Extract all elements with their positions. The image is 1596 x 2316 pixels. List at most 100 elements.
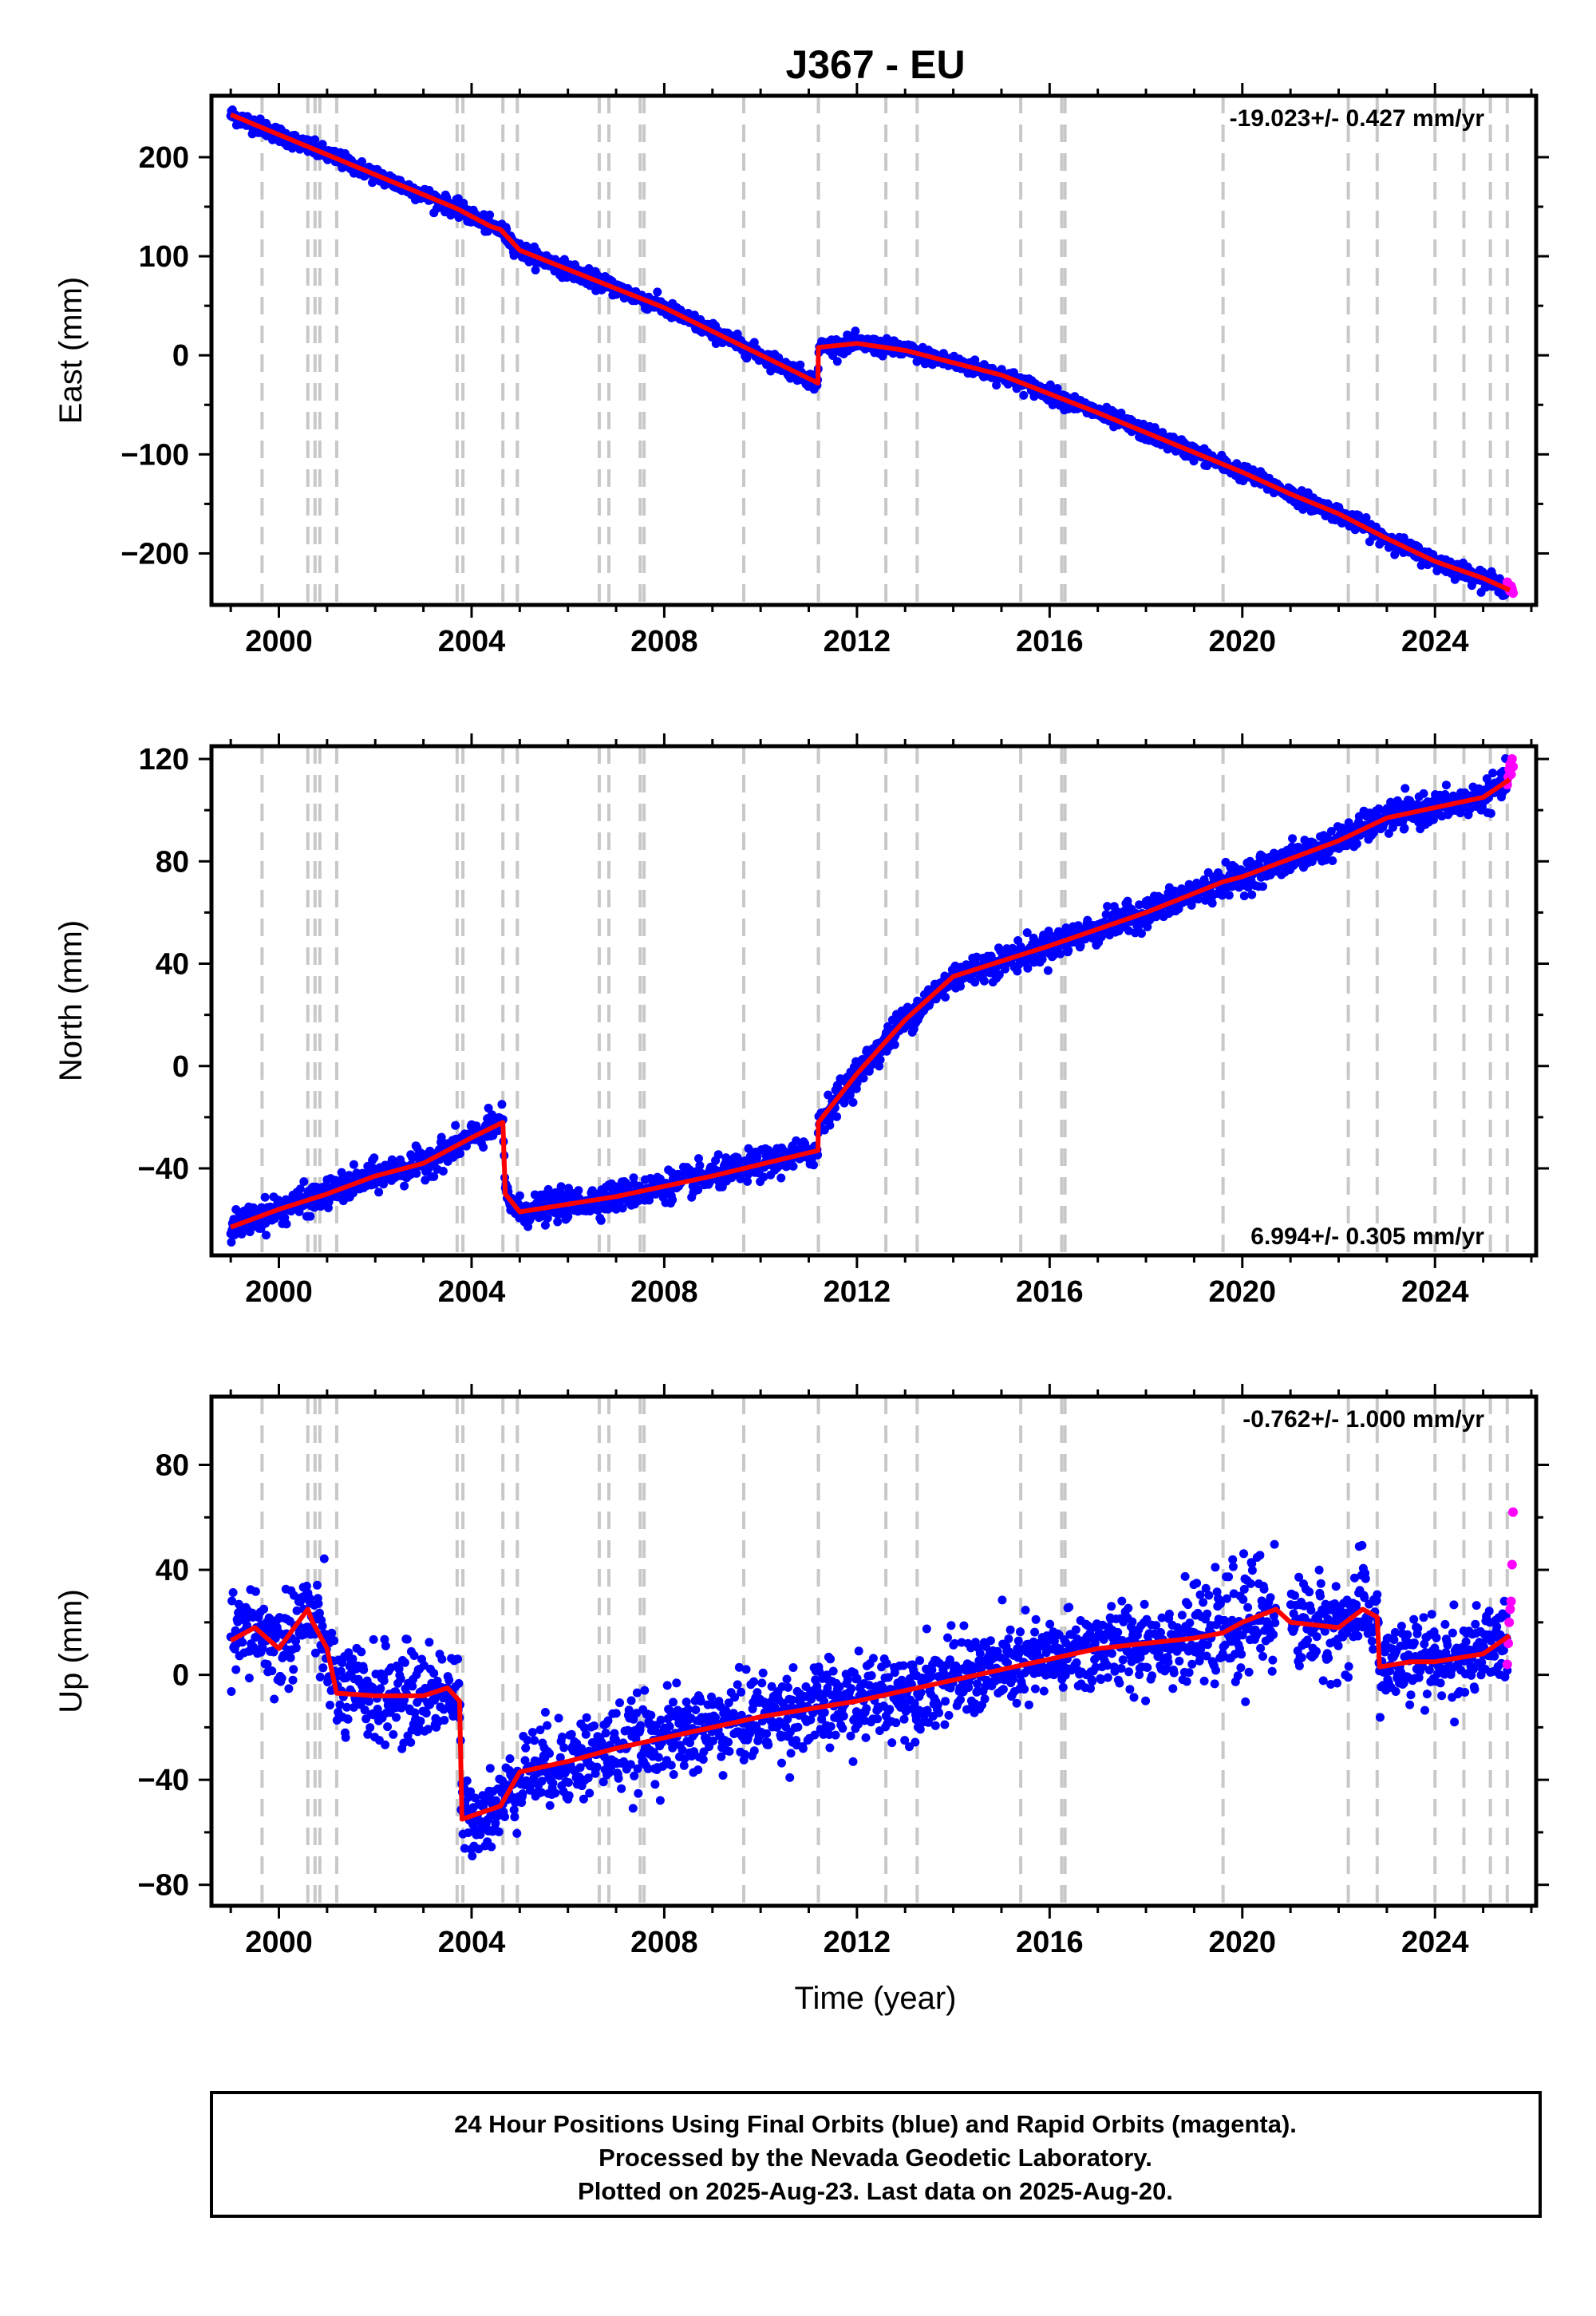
data-point xyxy=(1400,784,1410,793)
event-lines xyxy=(260,746,1509,1255)
panel-north: 2000 2004 2008 2012 2016 2020 2024−4004080120N… xyxy=(53,733,1549,1309)
data-point xyxy=(244,1674,254,1683)
data-point xyxy=(515,1191,524,1200)
y-axis-label: East (mm) xyxy=(53,277,89,424)
data-point xyxy=(556,1182,566,1192)
data-point xyxy=(251,1587,260,1596)
data-point xyxy=(1400,824,1409,833)
data-point xyxy=(1043,966,1053,975)
rapid-point xyxy=(1508,588,1519,599)
data-point xyxy=(238,1638,247,1647)
data-point xyxy=(743,1176,753,1186)
data-point xyxy=(749,338,759,347)
data-point xyxy=(260,1192,270,1202)
final-orbit-points xyxy=(226,1539,1512,1861)
data-point xyxy=(228,1588,238,1597)
data-point xyxy=(227,1687,236,1696)
data-point xyxy=(859,1073,868,1083)
data-point xyxy=(360,1705,369,1715)
x-tick-label: 2016 xyxy=(1016,1275,1084,1309)
data-point xyxy=(374,1188,384,1197)
panel-up: 2000 2004 2008 2012 2016 2020 2024−80−4004080U… xyxy=(53,1384,1549,1959)
y-tick-label: −40 xyxy=(138,1152,189,1186)
plot-frame xyxy=(209,93,1539,607)
data-point xyxy=(776,1173,786,1183)
data-point xyxy=(796,360,805,370)
data-point xyxy=(421,1176,430,1185)
data-point xyxy=(437,1132,446,1142)
data-point xyxy=(668,1196,678,1204)
y-tick-label: −100 xyxy=(120,438,189,472)
data-point xyxy=(563,1211,573,1221)
data-point xyxy=(1352,839,1361,848)
rate-label: 6.994+/- 0.305 mm/yr xyxy=(1250,1223,1484,1250)
data-point xyxy=(326,1701,334,1709)
data-point xyxy=(289,1665,298,1674)
data-point xyxy=(451,1120,460,1130)
trend-line xyxy=(229,112,1511,593)
x-ticks xyxy=(229,733,1533,1268)
data-point xyxy=(319,1554,329,1563)
data-point xyxy=(543,1213,552,1223)
y-tick-label: −200 xyxy=(120,537,189,571)
rapid-point xyxy=(1506,769,1516,780)
x-tick-label: 2004 xyxy=(438,1275,506,1309)
data-point xyxy=(851,326,860,336)
data-point xyxy=(363,1729,373,1739)
data-point xyxy=(412,1168,421,1178)
data-point xyxy=(1441,781,1451,790)
data-point xyxy=(956,982,965,991)
data-point xyxy=(596,1215,606,1225)
data-point xyxy=(243,1621,251,1630)
data-point xyxy=(1419,788,1428,798)
y-tick-label: 80 xyxy=(156,845,189,879)
data-point xyxy=(1344,818,1353,828)
x-tick-label: 2000 xyxy=(245,1275,313,1309)
data-point xyxy=(341,1733,350,1742)
data-point xyxy=(286,1653,295,1662)
data-point xyxy=(392,1713,401,1722)
data-point xyxy=(540,1220,550,1230)
data-point xyxy=(890,1040,899,1049)
data-point xyxy=(941,993,950,1002)
x-tick-label: 2004 xyxy=(438,625,506,658)
data-point xyxy=(291,1643,301,1653)
y-axis-label: North (mm) xyxy=(53,920,89,1081)
data-point xyxy=(1478,802,1487,812)
data-point xyxy=(1207,899,1217,908)
data-point xyxy=(1174,904,1183,914)
data-point xyxy=(1143,922,1152,931)
data-point xyxy=(694,1154,703,1164)
data-point xyxy=(381,1740,390,1749)
data-point xyxy=(292,1606,302,1615)
data-point xyxy=(376,1684,385,1694)
data-point xyxy=(1384,828,1393,838)
data-point xyxy=(1137,929,1146,939)
data-point xyxy=(343,1714,353,1724)
plot-frame xyxy=(209,744,1539,1258)
data-point xyxy=(313,1580,322,1590)
data-point xyxy=(302,1581,311,1591)
y-tick-label: 40 xyxy=(156,948,189,982)
data-point xyxy=(306,1211,315,1221)
data-point xyxy=(259,1604,269,1614)
chart-title: J367 - EU xyxy=(785,42,965,87)
data-point xyxy=(288,1675,298,1685)
data-point xyxy=(227,1238,236,1247)
data-point xyxy=(359,1665,369,1674)
data-point xyxy=(369,1153,379,1163)
data-point xyxy=(485,210,495,219)
data-point xyxy=(456,1149,464,1158)
rapid-point xyxy=(1507,754,1517,765)
data-point xyxy=(543,1184,553,1194)
data-point xyxy=(1019,390,1029,400)
data-point xyxy=(497,1100,507,1109)
data-point xyxy=(396,1674,405,1684)
data-point xyxy=(788,1161,798,1171)
data-point xyxy=(1239,891,1249,901)
y-tick-label: 120 xyxy=(139,743,189,777)
x-tick-label: 2012 xyxy=(824,625,891,658)
data-point xyxy=(994,970,1004,979)
data-point xyxy=(1044,927,1053,936)
data-point xyxy=(429,1172,439,1181)
